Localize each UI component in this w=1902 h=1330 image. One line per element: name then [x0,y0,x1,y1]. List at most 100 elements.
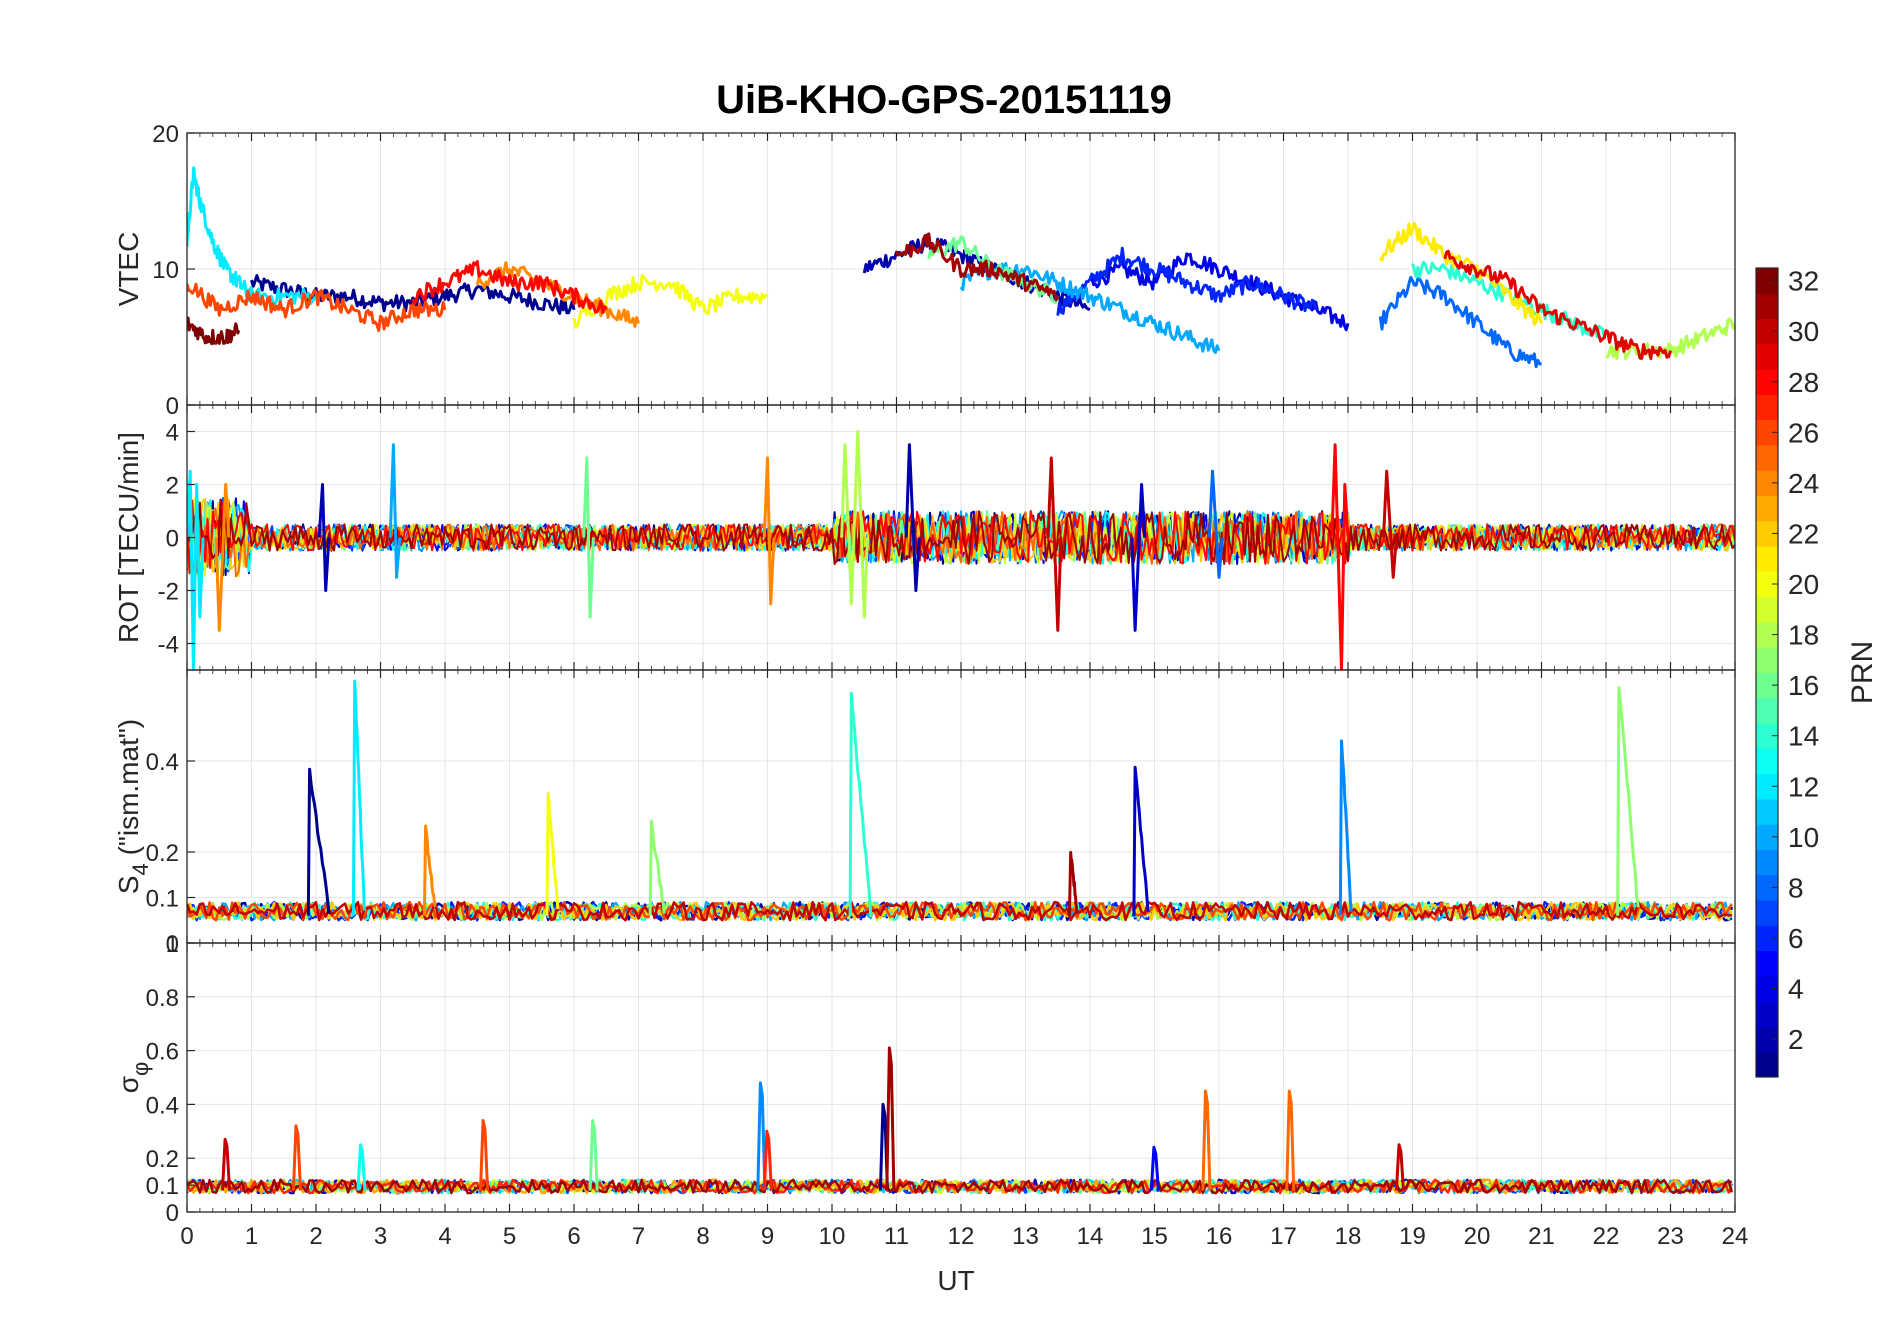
spike-prn-13 [356,1143,367,1191]
x-tick-label: 23 [1657,1223,1684,1250]
series-prn-1 [250,274,576,315]
colorbar-tick-label: 10 [1788,822,1819,853]
colorbar-tick-label: 28 [1788,367,1819,398]
x-tick-label: 15 [1141,1223,1168,1250]
colorbar-tick-label: 6 [1788,923,1804,954]
x-tick-label: 10 [819,1223,846,1250]
y-tick-label: 0.6 [146,1039,179,1066]
colorbar-swatch [1756,621,1778,648]
x-tick-label: 14 [1077,1223,1104,1250]
colorbar-tick-label: 22 [1788,518,1819,549]
colorbar-swatch [1756,1001,1778,1027]
data-lines [187,679,1734,922]
series-prn-18 [1605,317,1735,361]
colorbar-tick-label: 24 [1788,468,1819,499]
colorbar-swatch [1756,697,1778,724]
colorbar-swatch [1756,672,1778,699]
y-tick-label: 0.1 [146,1173,179,1200]
y-tick-label: 0.2 [146,840,179,867]
series-prn-31 [187,1178,1734,1195]
peak-prn-17 [1616,686,1640,916]
y-tick-label: 0.4 [146,749,179,776]
spike-prn-9 [756,1081,767,1191]
spike-prn-30 [1382,469,1398,579]
colorbar-swatch [1756,343,1778,370]
colorbar-swatch [1756,495,1778,522]
colorbar-label: PRN [1846,641,1879,704]
spike-prn-24 [214,483,231,632]
colorbar-swatch [1756,849,1778,876]
colorbar-tick-label: 14 [1788,721,1819,752]
spike-prn-30 [1394,1143,1405,1191]
colorbar-tick-label: 26 [1788,417,1819,448]
y-tick-label: 0.1 [146,886,179,913]
x-tick-label: 9 [761,1223,774,1250]
colorbar-tick-label: 20 [1788,569,1819,600]
colorbar-frame [1755,267,1779,1078]
colorbar-tick-label: 32 [1788,266,1819,297]
spike-prn-30 [1046,456,1063,632]
y-tick-label: 0.4 [146,1092,179,1119]
x-tick-label: 24 [1722,1223,1749,1250]
colorbar-tick-label: 4 [1788,974,1804,1005]
colorbar-swatch [1756,773,1778,800]
x-tick-label: 13 [1012,1223,1039,1250]
peak-prn-20 [545,792,560,916]
data-lines [187,1046,1734,1195]
chart-title: UiB-KHO-GPS-20151119 [716,78,1172,122]
series-prn-6 [1056,246,1318,316]
colorbar-tick-label: 30 [1788,316,1819,347]
colorbar-swatch [1756,268,1778,294]
y-tick-label: 0 [166,931,179,958]
spike-prn-5 [1149,1145,1160,1191]
spike-prn-3 [1130,483,1147,632]
colorbar-tick-label: 12 [1788,771,1819,802]
y-axis-label: σφ [113,1062,153,1094]
spike-prn-25 [1201,1089,1212,1191]
colorbar-swatch [1756,874,1778,901]
colorbar-swatch [1756,520,1778,547]
x-tick-label: 0 [180,1223,193,1250]
x-tick-label: 11 [884,1223,909,1250]
spike-prn-2 [904,443,921,592]
spike-prn-8 [1207,469,1224,579]
colorbar-tick-label: 2 [1788,1024,1804,1055]
panel-vtec: 0 10 20 VTEC [113,121,1736,420]
spike-prn-18 [840,430,869,619]
spike-prn-28 [1330,443,1350,670]
x-tick-label: 3 [374,1223,387,1250]
spike-prn-12 [187,469,205,670]
y-tick-label: 2 [166,473,179,500]
series-prn-29 [1443,249,1672,360]
x-tick-label: 8 [696,1223,709,1250]
peak-prn-17 [648,819,666,916]
data-lines [187,166,1735,369]
y-axis-label: ROT [TECU/min] [113,432,144,643]
spike-prn-31 [885,1046,896,1191]
colorbar-swatch [1756,546,1778,572]
colorbar-swatch [1756,571,1778,598]
x-tick-label: 4 [438,1223,451,1250]
colorbar-swatch [1756,1026,1778,1053]
peak-prn-1 [306,767,331,916]
spike-prn-26 [291,1124,302,1191]
spike-prn-26 [479,1119,490,1191]
y-tick-label: -4 [158,632,179,659]
y-tick-label: 0 [166,1200,179,1227]
colorbar-swatch [1756,723,1778,749]
spike-prn-16 [588,1119,599,1191]
colorbar-swatch [1756,950,1778,977]
peak-prn-31 [1067,850,1079,916]
y-tick-label: 0.2 [146,1146,179,1173]
colorbar-swatch [1756,369,1778,395]
x-axis-label: UT [937,1265,974,1296]
y-tick-label: -2 [158,579,179,606]
series-prn-28 [411,260,608,315]
colorbar-swatch [1756,394,1778,421]
colorbar-swatch [1756,925,1778,952]
spike-prn-27 [762,1129,773,1191]
